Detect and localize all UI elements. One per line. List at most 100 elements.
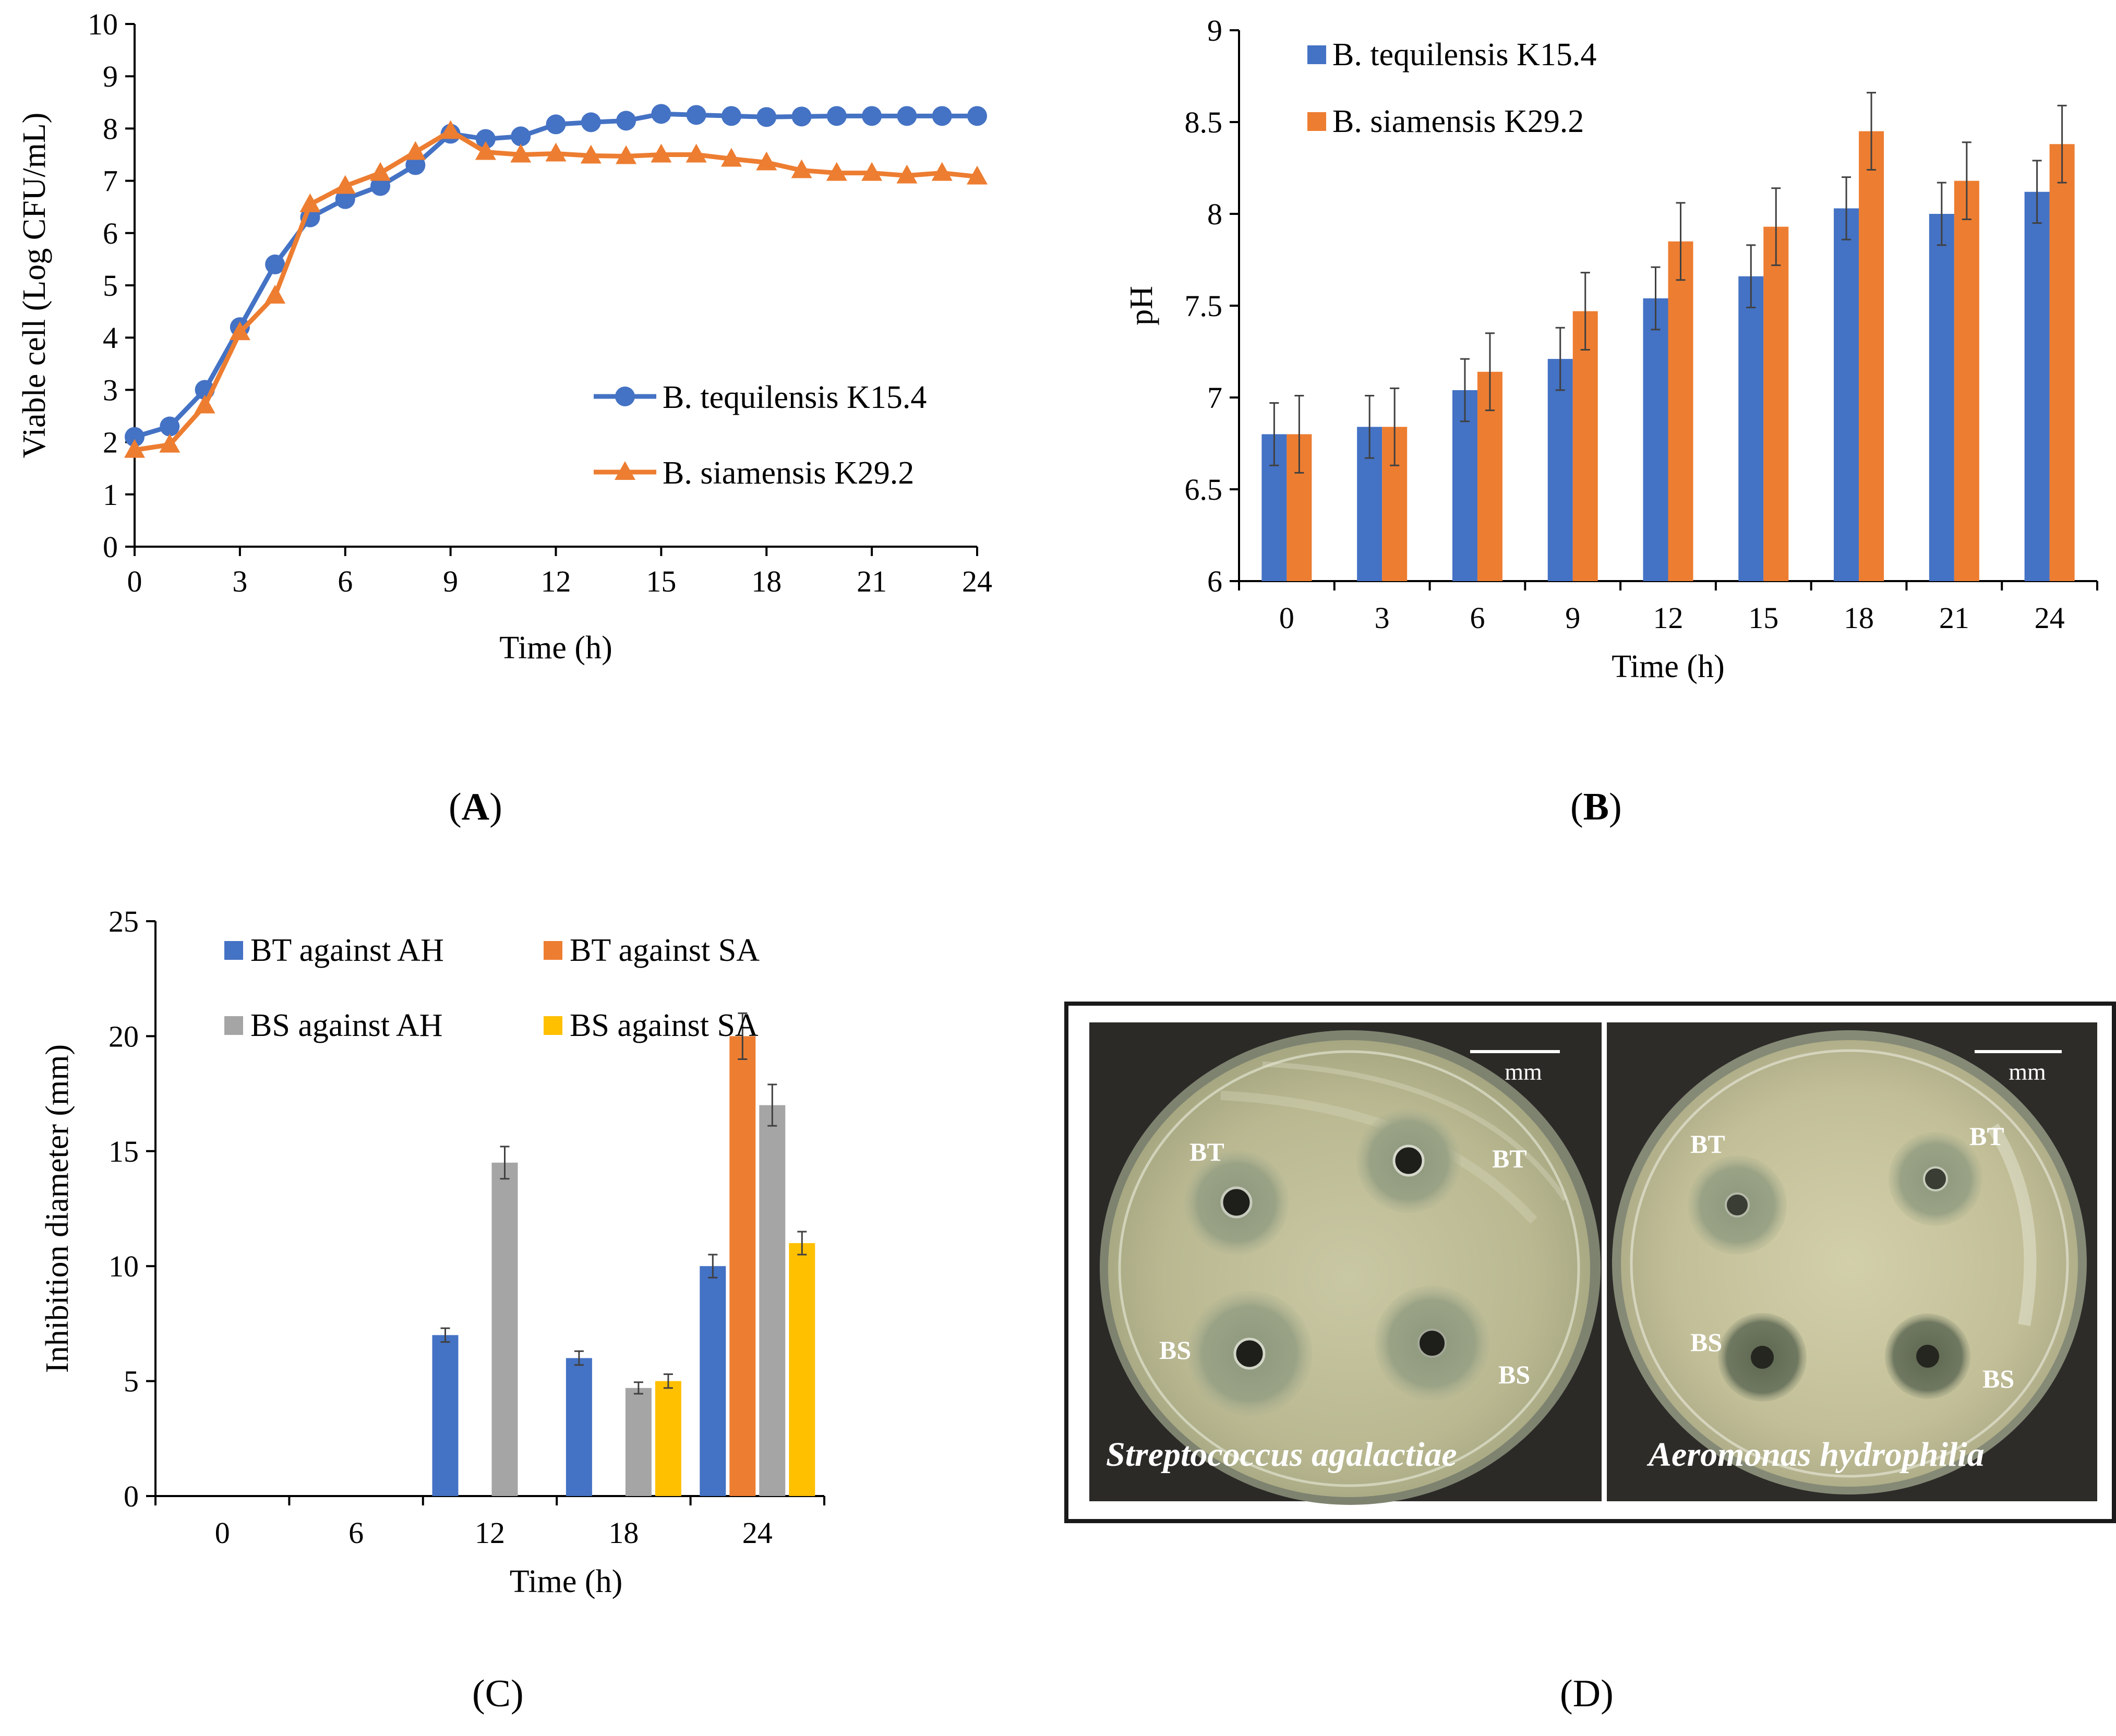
bar — [432, 1335, 459, 1496]
data-point — [756, 107, 777, 127]
data-point — [405, 155, 426, 175]
legend-label-2: B. siamensis K29.2 — [1332, 104, 1584, 139]
plate-photo-panel: mm mm BT BT BS BS BT BT BS BS Streptococ… — [1064, 1002, 2116, 1523]
legend-label-1: BT against AH — [250, 933, 444, 968]
panel-label-c: (C) — [472, 1672, 524, 1715]
legend-swatch-3 — [224, 1016, 243, 1035]
x-tick-label: 15 — [1748, 601, 1778, 635]
plate-species-left: Streptococcus agalactiae — [1106, 1436, 1457, 1474]
chart-c-svg: 0 5 10 15 20 25 0 6 12 18 24 BT against AH BT agains… — [40, 905, 825, 1599]
x-axis-title: Time (h) — [499, 630, 612, 666]
legend-label-1: B. tequilensis K15.4 — [1332, 37, 1596, 73]
y-tick-label: 6 — [103, 216, 118, 250]
y-tick-label: 5 — [124, 1365, 139, 1399]
x-tick-label: 18 — [751, 564, 782, 598]
data-point — [791, 106, 812, 127]
data-point — [791, 159, 812, 178]
panel-label-a: (A) — [449, 786, 502, 828]
plate-label-bt: BT — [1492, 1144, 1527, 1173]
chart-b: 6 6.5 7 7.5 8 8.5 9 0 3 6 9 12 15 18 21 24 B. tequilensi… — [1075, 0, 2116, 814]
scale-label-right: mm — [2009, 1058, 2046, 1085]
y-tick-label: 8 — [103, 112, 118, 146]
data-point — [229, 321, 250, 341]
bar — [655, 1381, 681, 1496]
bar — [1668, 241, 1693, 581]
data-point — [651, 104, 671, 124]
petri-dish-left — [1100, 1030, 1601, 1505]
legend-label-2: B. siamensis K29.2 — [663, 455, 914, 491]
well — [1725, 1192, 1750, 1217]
y-tick-label: 0 — [124, 1479, 139, 1513]
data-point — [511, 126, 531, 147]
data-point — [967, 165, 988, 185]
bar — [729, 1036, 756, 1496]
bar — [625, 1388, 652, 1496]
data-point — [264, 285, 286, 304]
data-point — [861, 162, 883, 181]
x-tick-label: 6 — [1470, 601, 1485, 635]
data-point — [510, 143, 532, 163]
x-tick-label: 12 — [541, 564, 571, 598]
plate-label-bs: BS — [1498, 1360, 1530, 1389]
x-tick-label: 9 — [1565, 601, 1580, 635]
data-point — [581, 112, 601, 132]
x-tick-label: 21 — [1939, 601, 1969, 635]
x-tick-label: 21 — [857, 564, 887, 598]
y-tick-label: 25 — [109, 905, 139, 938]
x-tick-label: 3 — [232, 564, 247, 598]
plate-label-bt: BT — [1189, 1137, 1224, 1166]
legend-label-1: B. tequilensis K15.4 — [663, 380, 927, 415]
data-point — [756, 151, 777, 171]
y-tick-label: 9 — [103, 59, 118, 93]
data-point — [721, 106, 741, 126]
x-tick-label: 0 — [1279, 601, 1294, 635]
y-tick-label: 10 — [88, 7, 118, 41]
x-tick-label: 0 — [215, 1516, 230, 1550]
bar — [759, 1105, 786, 1496]
legend-swatch-1 — [1307, 45, 1326, 64]
y-tick-label: 9 — [1207, 14, 1222, 47]
plate-label-bs: BS — [1690, 1328, 1722, 1357]
x-tick-label: 9 — [443, 564, 458, 598]
bar — [1859, 131, 1884, 582]
bar — [1547, 359, 1573, 581]
legend-label-4: BS against SA — [570, 1008, 759, 1043]
legend-marker — [615, 461, 635, 480]
plate-label-bt: BT — [1969, 1122, 2004, 1151]
data-point — [546, 114, 566, 135]
x-tick-label: 12 — [475, 1516, 505, 1550]
y-axis-title: Viable cell (Log CFU/mL) — [17, 113, 52, 459]
well — [1220, 1186, 1253, 1219]
bar — [700, 1266, 726, 1496]
y-tick-label: 0 — [103, 530, 118, 564]
data-point — [651, 143, 672, 163]
plate-photo: mm mm BT BT BS BS BT BT BS BS Streptococ… — [1064, 1002, 2116, 1523]
data-point — [124, 439, 145, 458]
y-tick-label: 6 — [1207, 564, 1222, 598]
y-tick-label: 15 — [109, 1135, 139, 1168]
bar — [1834, 208, 1859, 581]
bar — [789, 1243, 815, 1496]
data-point — [545, 142, 567, 162]
y-tick-label: 8 — [1207, 197, 1222, 231]
data-point — [686, 143, 707, 163]
x-tick-label: 18 — [608, 1516, 639, 1550]
y-tick-label: 1 — [103, 478, 118, 512]
bar — [2024, 191, 2050, 581]
data-point — [686, 105, 706, 125]
legend-marker — [615, 387, 635, 406]
data-point — [897, 106, 917, 126]
data-point — [475, 141, 496, 160]
y-tick-label: 7 — [1207, 381, 1222, 415]
y-tick-label: 10 — [109, 1249, 139, 1283]
data-point — [299, 193, 321, 212]
data-point — [159, 433, 181, 453]
bar — [1738, 276, 1764, 581]
x-tick-label: 12 — [1653, 601, 1684, 635]
scale-label-left: mm — [1505, 1058, 1542, 1085]
well — [1916, 1345, 1939, 1368]
legend-swatch-1 — [224, 941, 243, 960]
chart-a: 0 1 2 3 4 5 6 7 8 9 10 0 3 6 9 12 15 18 21 24 Time (h) Viable… — [0, 0, 1023, 814]
y-tick-label: 7.5 — [1185, 289, 1223, 323]
